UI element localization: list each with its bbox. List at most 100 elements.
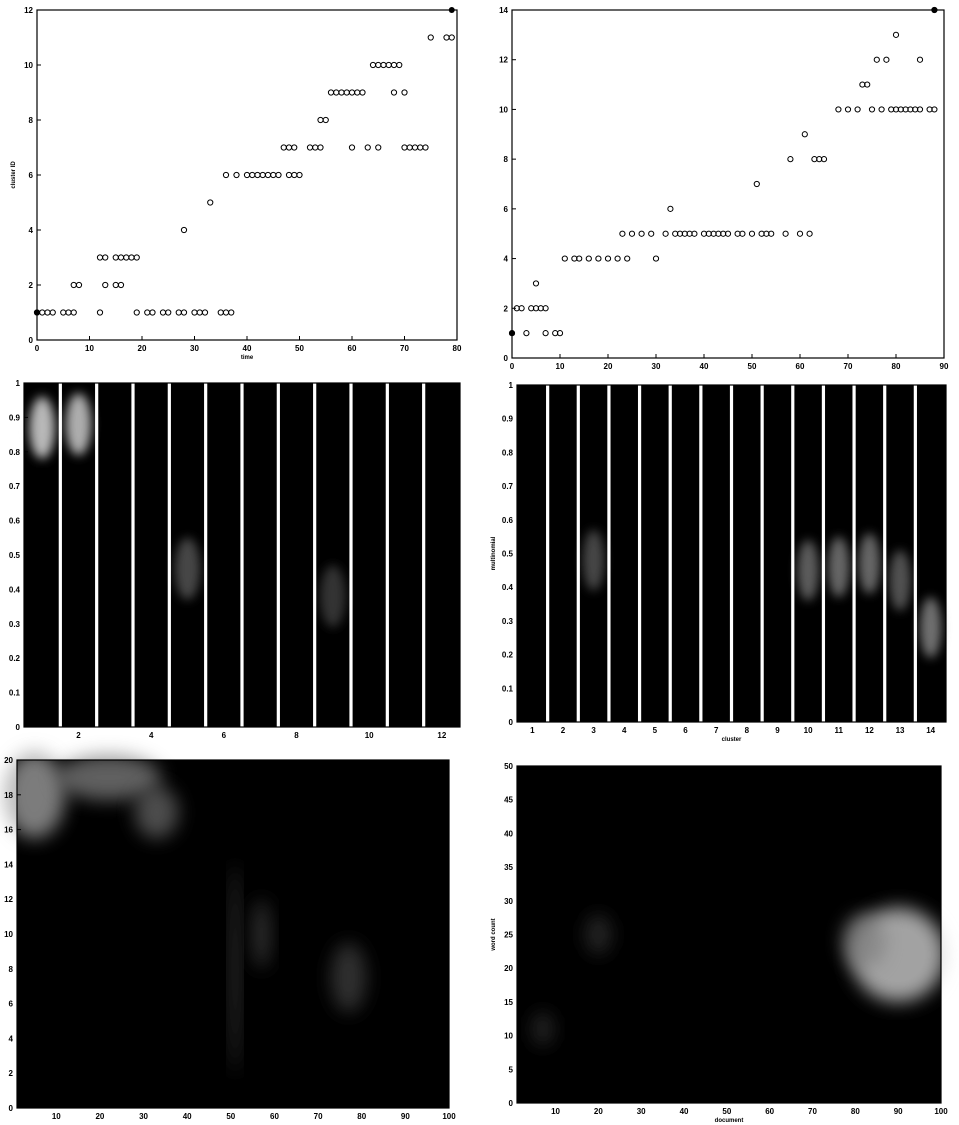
data-point (667, 205, 674, 212)
x-axis-label: time (241, 355, 254, 361)
y-tick-label: 12 (499, 56, 508, 65)
density-blob (531, 1012, 554, 1046)
x-tick-label: 11 (835, 726, 844, 735)
y-tick-label: 10 (504, 1032, 513, 1041)
x-tick-label: 80 (357, 1112, 366, 1121)
plot-area (37, 10, 457, 340)
y-tick-label: 0.8 (9, 448, 21, 457)
column-separator (791, 385, 795, 722)
data-point (149, 309, 156, 316)
y-tick-label: 8 (9, 965, 14, 974)
column-separator (699, 385, 703, 722)
x-tick-label: 80 (892, 362, 901, 371)
x-tick-label: 50 (226, 1112, 235, 1121)
chart-bars-left: 2 4 6 8 10 12 0 0.1 0.2 0.3 0.4 0.5 0.6 0.7 0.8 0.9 1 (9, 379, 461, 740)
data-point (883, 56, 890, 63)
chart-heat-left: 10 20 30 40 50 60 70 80 90 100 0 2 4 6 8 10 12 14 16 18 20 (3, 751, 456, 1121)
density-blob (3, 751, 66, 839)
density-blob (134, 786, 179, 839)
x-axis-label: document (715, 1118, 744, 1124)
x-tick-label: 10 (52, 1112, 61, 1121)
column-separator (240, 383, 244, 727)
data-point (518, 305, 525, 312)
data-point (375, 144, 382, 151)
y-tick-label: 0.5 (502, 550, 514, 559)
y-tick-label: 1 (16, 379, 21, 388)
data-point (768, 230, 775, 237)
data-point (133, 254, 140, 261)
y-tick-label: 0 (509, 1099, 514, 1108)
data-point (628, 230, 636, 237)
x-tick-label: 70 (808, 1107, 817, 1116)
y-tick-label: 2 (29, 281, 34, 290)
y-tick-label: 40 (504, 829, 513, 838)
column-separator (167, 383, 171, 727)
data-point (662, 230, 669, 237)
x-tick-label: 6 (222, 731, 227, 740)
y-tick-label: 4 (504, 255, 509, 264)
y-tick-label: 0.3 (9, 620, 21, 629)
y-tick-label: 18 (4, 791, 13, 800)
y-tick-label: 0.6 (9, 517, 21, 526)
y-tick-label: 12 (24, 6, 33, 15)
y-tick-label: 0 (29, 336, 34, 345)
column-separator (95, 383, 99, 727)
data-point (102, 281, 109, 289)
y-tick-label: 25 (504, 931, 513, 940)
column-separator (607, 385, 611, 722)
plot-body (29, 383, 426, 727)
density-blob (29, 396, 55, 459)
data-point (585, 255, 592, 262)
x-tick-label: 8 (745, 726, 750, 735)
x-tick-label: 60 (765, 1107, 774, 1116)
x-tick-label: 60 (270, 1112, 279, 1121)
y-tick-label: 4 (29, 226, 34, 235)
data-point (275, 171, 282, 179)
y-tick-label: 14 (499, 6, 508, 15)
density-blob (858, 533, 881, 594)
y-tick-label: 0.3 (502, 617, 514, 626)
data-point (133, 309, 140, 316)
y-tick-label: 0.2 (502, 651, 514, 660)
data-point (523, 330, 530, 337)
x-tick-label: 2 (76, 731, 81, 740)
plot-body (508, 6, 938, 337)
density-blob (56, 754, 162, 801)
density-blob (320, 565, 346, 628)
y-tick-label: 0.5 (9, 551, 21, 560)
plot-body (546, 385, 942, 722)
density-blob (252, 899, 271, 969)
data-point (364, 144, 371, 151)
x-tick-label: 40 (183, 1112, 192, 1121)
x-tick-label: 90 (940, 362, 949, 371)
data-point (390, 89, 398, 96)
data-point (691, 230, 698, 237)
data-point (556, 330, 564, 337)
x-tick-label: 10 (551, 1107, 560, 1116)
y-tick-label: 0 (9, 1104, 14, 1113)
data-point (820, 156, 828, 163)
column-separator (668, 385, 672, 722)
y-axis-label: word count (491, 918, 497, 951)
x-tick-label: 70 (400, 344, 409, 353)
x-tick-label: 10 (556, 362, 565, 371)
data-point (396, 61, 403, 69)
column-separator (576, 385, 580, 722)
x-tick-label: 20 (594, 1107, 603, 1116)
data-point (96, 309, 104, 316)
data-point (348, 144, 356, 151)
density-blob (582, 529, 605, 591)
chart-heat-right: 10 20 30 40 50 60 70 80 90 100 0 5 10 15 20 25 30 35 40 45 5… (491, 762, 948, 1124)
data-point (652, 255, 660, 262)
plot-body (3, 751, 367, 1074)
data-point (102, 254, 109, 261)
data-point (873, 56, 880, 63)
y-tick-label: 0.8 (502, 448, 514, 457)
y-tick-label: 10 (4, 930, 13, 939)
y-tick-label: 20 (4, 756, 13, 765)
data-point (427, 34, 434, 41)
data-point (180, 309, 188, 316)
column-separator (883, 385, 887, 722)
column-separator (349, 383, 353, 727)
